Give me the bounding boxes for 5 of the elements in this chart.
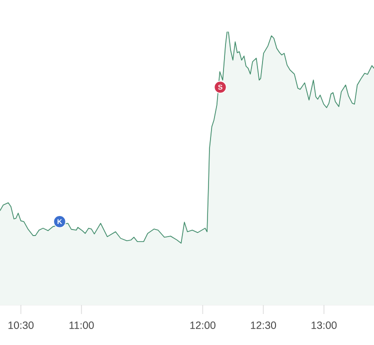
x-tick-label: 10:30 (8, 322, 34, 329)
x-tick-label: 12:00 (190, 322, 216, 329)
x-tick-label: 13:00 (312, 322, 337, 329)
x-tick-label: 11:00 (70, 322, 94, 329)
x-tick-label: 12:30 (250, 322, 276, 329)
